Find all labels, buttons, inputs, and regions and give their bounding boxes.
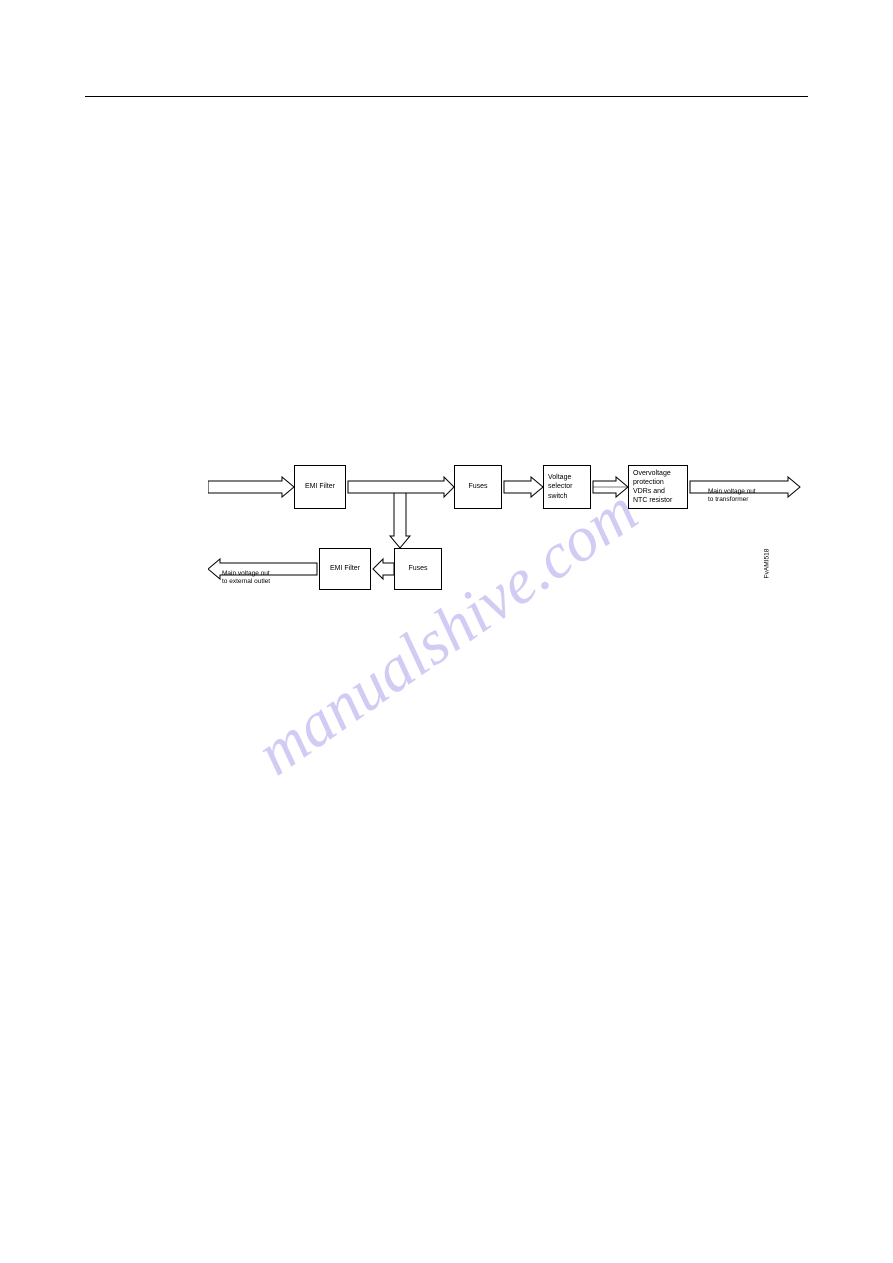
emi-filter-bottom-block: EMI Filter [319,548,371,590]
block-diagram: EMI Filter Fuses Voltage selector switch… [208,450,803,610]
voltage-selector-block: Voltage selector switch [543,465,591,509]
fuses-bottom-block: Fuses [394,548,442,590]
main-out-transformer-label: Main voltage out to transformer [708,480,756,503]
main-out-transformer-text: Main voltage out to transformer [708,488,756,503]
page-top-rule [85,96,808,97]
voltage-selector-label: Voltage selector switch [548,473,573,500]
emi-filter-bottom-label: EMI Filter [330,564,360,573]
emi-filter-top-block: EMI Filter [294,465,346,509]
fuses-top-label: Fuses [468,482,487,491]
main-out-external-label: Main voltage out to external outlet [222,562,270,585]
main-out-external-text: Main voltage out to external outlet [222,570,270,585]
fuses-top-block: Fuses [454,465,502,509]
emi-filter-top-label: EMI Filter [305,482,335,491]
overvoltage-block: Overvoltage protection VDRs and NTC resi… [628,465,688,509]
overvoltage-label: Overvoltage protection VDRs and NTC resi… [633,469,672,505]
fuses-bottom-label: Fuses [408,564,427,573]
